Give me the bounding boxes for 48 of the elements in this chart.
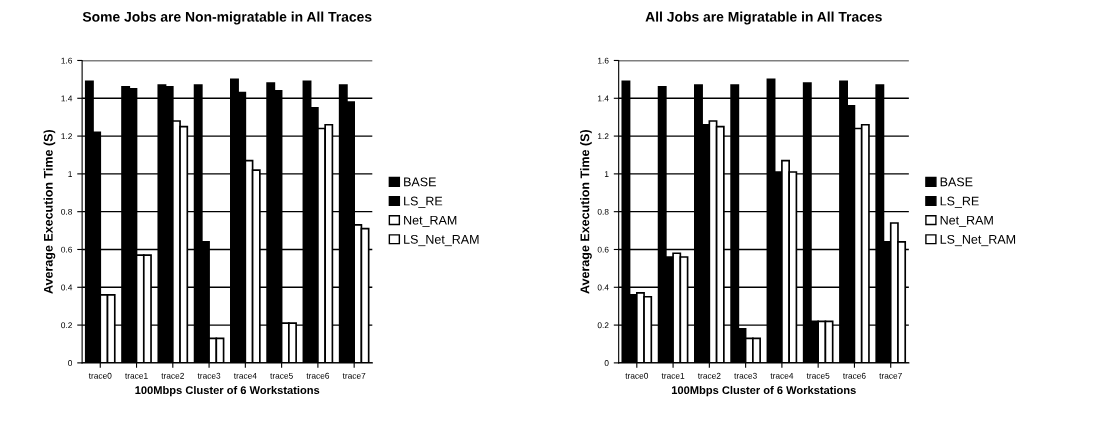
y-tick-label: 0 xyxy=(68,360,73,366)
x-tick-label: trace3 xyxy=(734,372,757,379)
y-tick-label: 1.6 xyxy=(61,57,73,64)
y-tick-label: 0.6 xyxy=(61,246,73,253)
y-axis-title: Average Execution Time (S) xyxy=(43,129,56,294)
x-axis-title: 100Mbps Cluster of 6 Workstations xyxy=(671,385,856,397)
y-tick-label: 0.4 xyxy=(597,284,609,291)
y-tick-label: 0 xyxy=(604,360,609,366)
y-axis-title: Average Execution Time (S) xyxy=(580,129,592,294)
y-tick-label: 1.4 xyxy=(598,95,609,102)
y-tick-label: 1.2 xyxy=(61,133,72,140)
x-tick-label: trace7 xyxy=(342,372,366,379)
legend-label: BASE xyxy=(940,177,973,187)
y-tick-label: 0.2 xyxy=(597,322,609,329)
x-tick-label: trace1 xyxy=(125,372,148,379)
y-tick-label: 0.4 xyxy=(61,284,73,291)
x-tick-label: trace2 xyxy=(697,372,721,379)
x-tick-label: trace4 xyxy=(770,372,794,379)
x-tick-label: trace3 xyxy=(197,372,221,379)
legend-label: LS_RE xyxy=(404,196,443,208)
x-tick-label: trace1 xyxy=(661,372,685,379)
y-tick-label: 1.6 xyxy=(598,57,609,64)
legend-label: LS_RE xyxy=(940,196,979,208)
legend-label: BASE xyxy=(404,177,436,187)
x-tick-label: trace0 xyxy=(88,372,112,379)
y-tick-label: 1 xyxy=(68,171,72,177)
x-tick-label: trace6 xyxy=(842,372,866,379)
x-tick-label: trace2 xyxy=(161,372,184,379)
x-tick-label: trace4 xyxy=(233,372,257,379)
y-tick-label: 1 xyxy=(604,171,609,177)
y-tick-label: 1.2 xyxy=(598,133,609,140)
y-tick-label: 0.6 xyxy=(597,246,609,253)
chart-title: All Jobs are Migratable in All Traces xyxy=(645,11,882,25)
x-tick-label: trace0 xyxy=(625,372,649,379)
y-tick-label: 1.4 xyxy=(61,95,73,102)
legend-label: Net_RAM xyxy=(404,215,457,227)
y-tick-label: 0.8 xyxy=(597,208,609,215)
x-tick-label: trace7 xyxy=(879,372,902,379)
y-tick-label: 0.8 xyxy=(61,208,73,215)
x-tick-label: trace5 xyxy=(270,372,293,379)
x-tick-label: trace6 xyxy=(306,372,330,379)
x-tick-label: trace5 xyxy=(806,372,830,379)
y-tick-label: 0.2 xyxy=(61,322,72,329)
chart-title: Some Jobs are Non-migratable in All Traces xyxy=(82,11,372,25)
legend-label: Net_RAM xyxy=(940,215,993,227)
legend-label: LS_Net_RAM xyxy=(940,234,1016,247)
legend-label: LS_Net_RAM xyxy=(404,234,479,247)
x-axis-title: 100Mbps Cluster of 6 Workstations xyxy=(135,385,320,397)
